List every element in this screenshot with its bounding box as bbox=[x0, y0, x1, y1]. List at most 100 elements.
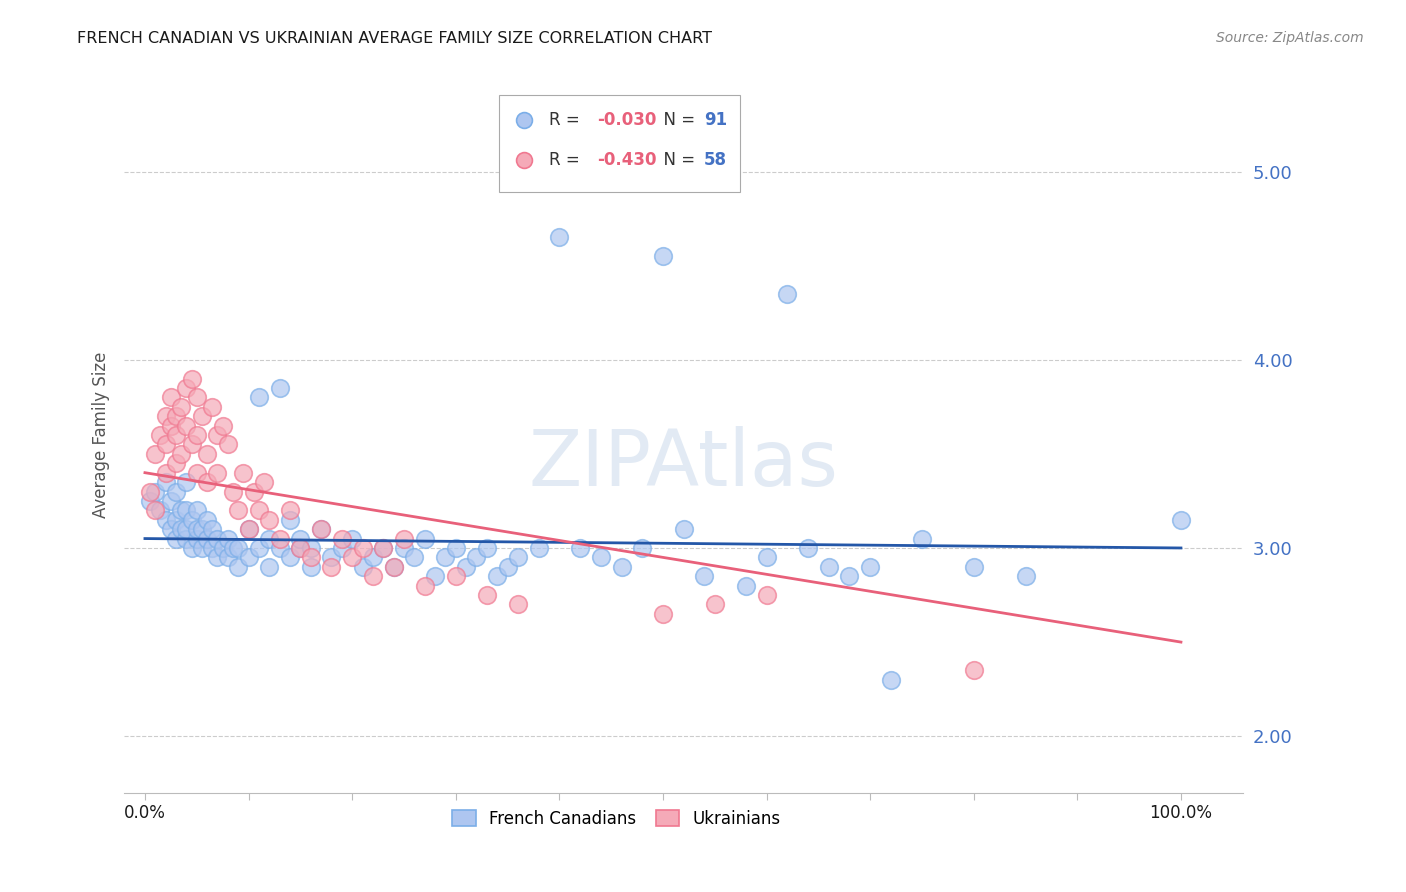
Point bbox=[211, 418, 233, 433]
Point bbox=[278, 550, 301, 565]
Text: Source: ZipAtlas.com: Source: ZipAtlas.com bbox=[1216, 31, 1364, 45]
Text: 58: 58 bbox=[704, 151, 727, 169]
Point bbox=[160, 418, 183, 433]
Point bbox=[755, 550, 778, 565]
Point bbox=[195, 513, 218, 527]
Point bbox=[222, 484, 245, 499]
Text: N =: N = bbox=[654, 151, 700, 169]
Point bbox=[160, 522, 183, 536]
Point bbox=[423, 569, 446, 583]
Point bbox=[170, 447, 193, 461]
Point bbox=[207, 532, 229, 546]
Point bbox=[610, 559, 633, 574]
Point bbox=[392, 541, 415, 555]
Point bbox=[444, 569, 467, 583]
Point bbox=[413, 532, 436, 546]
Point bbox=[456, 559, 478, 574]
Point bbox=[404, 550, 426, 565]
Point bbox=[186, 391, 208, 405]
Point bbox=[176, 475, 198, 489]
Point bbox=[186, 428, 208, 442]
Point bbox=[486, 569, 509, 583]
Point bbox=[186, 532, 208, 546]
Point bbox=[191, 522, 214, 536]
Point bbox=[299, 550, 322, 565]
Point bbox=[290, 532, 312, 546]
Point bbox=[191, 541, 214, 555]
Point bbox=[911, 532, 934, 546]
Point bbox=[232, 466, 254, 480]
Point bbox=[352, 541, 374, 555]
Point bbox=[838, 569, 860, 583]
Point bbox=[330, 532, 353, 546]
Text: ZIPAtlas: ZIPAtlas bbox=[529, 425, 838, 501]
Point bbox=[434, 550, 457, 565]
Point bbox=[207, 466, 229, 480]
Point bbox=[652, 607, 675, 621]
Point bbox=[259, 532, 281, 546]
Point bbox=[176, 381, 198, 395]
Point bbox=[589, 550, 612, 565]
Point bbox=[143, 447, 166, 461]
Point bbox=[180, 513, 202, 527]
Point bbox=[755, 588, 778, 602]
Point bbox=[186, 466, 208, 480]
Point bbox=[217, 550, 239, 565]
Point bbox=[180, 437, 202, 451]
Point bbox=[299, 541, 322, 555]
Point bbox=[238, 522, 260, 536]
Point bbox=[195, 475, 218, 489]
Point bbox=[165, 456, 187, 470]
Legend: French Canadians, Ukrainians: French Canadians, Ukrainians bbox=[446, 803, 787, 834]
Point bbox=[176, 522, 198, 536]
Point bbox=[776, 286, 799, 301]
Point bbox=[165, 428, 187, 442]
Point bbox=[352, 559, 374, 574]
Point bbox=[165, 484, 187, 499]
Point bbox=[506, 598, 529, 612]
Point bbox=[222, 541, 245, 555]
Point bbox=[340, 550, 363, 565]
Text: N =: N = bbox=[654, 112, 700, 129]
Point bbox=[269, 381, 291, 395]
Point bbox=[506, 550, 529, 565]
Point bbox=[278, 513, 301, 527]
Text: -0.430: -0.430 bbox=[598, 151, 657, 169]
Point bbox=[361, 550, 384, 565]
Point bbox=[259, 559, 281, 574]
Point bbox=[321, 550, 343, 565]
Point bbox=[211, 541, 233, 555]
Point bbox=[191, 409, 214, 424]
Point bbox=[278, 503, 301, 517]
Point bbox=[238, 550, 260, 565]
Point bbox=[569, 541, 592, 555]
Point bbox=[269, 532, 291, 546]
Point bbox=[170, 400, 193, 414]
Point bbox=[160, 391, 183, 405]
Point bbox=[361, 569, 384, 583]
Point bbox=[392, 532, 415, 546]
Point bbox=[176, 418, 198, 433]
Point bbox=[165, 532, 187, 546]
Y-axis label: Average Family Size: Average Family Size bbox=[93, 351, 110, 518]
Point bbox=[496, 559, 519, 574]
Point bbox=[139, 484, 162, 499]
Point bbox=[155, 475, 177, 489]
Point bbox=[963, 559, 986, 574]
Point bbox=[340, 532, 363, 546]
Point bbox=[247, 541, 270, 555]
Point bbox=[155, 466, 177, 480]
Point bbox=[475, 588, 498, 602]
Text: FRENCH CANADIAN VS UKRAINIAN AVERAGE FAMILY SIZE CORRELATION CHART: FRENCH CANADIAN VS UKRAINIAN AVERAGE FAM… bbox=[77, 31, 713, 46]
Point bbox=[176, 503, 198, 517]
FancyBboxPatch shape bbox=[499, 95, 740, 192]
Point bbox=[373, 541, 395, 555]
Point bbox=[226, 559, 249, 574]
Point bbox=[170, 503, 193, 517]
Text: 91: 91 bbox=[704, 112, 727, 129]
Point bbox=[207, 550, 229, 565]
Point bbox=[180, 541, 202, 555]
Point bbox=[309, 522, 332, 536]
Point bbox=[155, 437, 177, 451]
Text: R =: R = bbox=[550, 112, 585, 129]
